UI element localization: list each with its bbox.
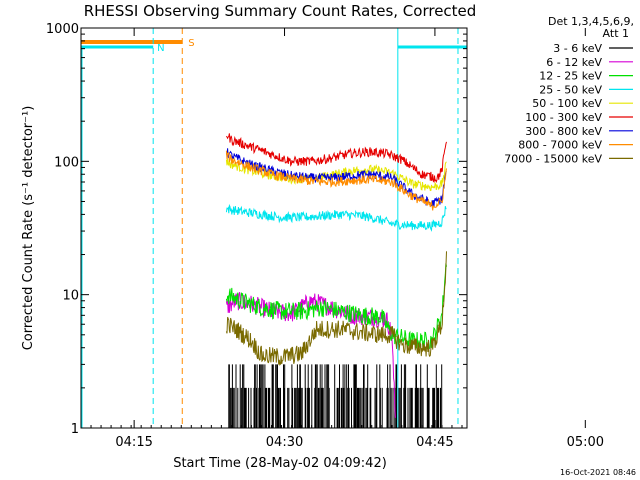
x-tick-label: 05:00 [567, 435, 604, 450]
series-group [225, 133, 447, 428]
y-tick-label: 100 [54, 155, 79, 170]
legend-label: 50 - 100 keV [532, 97, 602, 110]
x-axis-label: Start Time (28-May-02 04:09:42) [173, 456, 387, 471]
plot-frame [80, 27, 468, 429]
series-50-100-kev [225, 158, 447, 192]
legend-label: 7000 - 15000 keV [504, 152, 602, 165]
legend-header-2: Att 1 [603, 27, 629, 40]
timestamp: 16-Oct-2021 08:46 [560, 468, 636, 477]
legend-label: 3 - 6 keV [553, 42, 602, 55]
legend-label: 6 - 12 keV [546, 56, 602, 69]
series-7000-15000-kev [225, 251, 447, 366]
series-25-50-kev [225, 203, 447, 232]
series-12-25-kev [225, 263, 447, 350]
y-tick-label: 1 [71, 422, 79, 437]
y-axis-label: Corrected Count Rate (s⁻¹ detector⁻¹) [21, 106, 36, 351]
y-axis-ticks: 1 10 100 1000 [46, 22, 467, 437]
legend-label: 100 - 300 keV [525, 111, 602, 124]
x-tick-label: 04:15 [115, 435, 152, 450]
x-tick-label: 04:30 [266, 435, 303, 450]
series-3-6-kev [228, 364, 443, 428]
legend-label: 300 - 800 keV [525, 125, 602, 138]
y-tick-label: 10 [62, 289, 79, 304]
legend-label: 12 - 25 keV [539, 70, 602, 83]
legend-label: 25 - 50 keV [539, 83, 602, 96]
flag-s-label: S [188, 38, 194, 49]
y-tick-label: 1000 [46, 22, 79, 37]
series-100-300-kev [225, 133, 447, 184]
x-tick-label: 04:45 [416, 435, 453, 450]
legend-label: 800 - 7000 keV [518, 139, 602, 152]
chart-title: RHESSI Observing Summary Count Rates, Co… [84, 2, 477, 20]
legend-header-1: Det 1,3,4,5,6,9, [548, 15, 634, 28]
flag-n-label: N [157, 43, 164, 54]
series-800-7000-kev [225, 150, 447, 211]
vertical-markers [81, 28, 459, 428]
